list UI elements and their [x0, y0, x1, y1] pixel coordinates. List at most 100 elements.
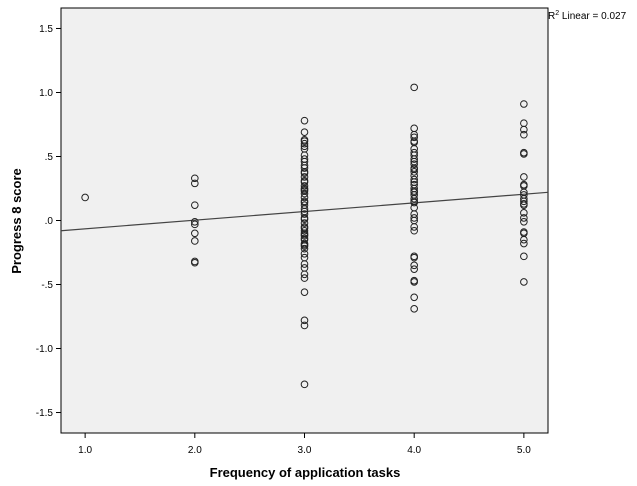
data-point [410, 160, 418, 168]
x-tick-label: 4.0 [407, 445, 421, 456]
data-point [300, 177, 309, 185]
data-point [520, 100, 528, 108]
data-point [300, 288, 309, 296]
data-point [410, 194, 418, 203]
data-point [520, 173, 528, 181]
y-tick-label: 1.0 [39, 88, 53, 99]
y-tick-label: -1.5 [36, 408, 54, 419]
x-axis-title: Frequency of application tasks [210, 465, 401, 480]
x-tick-label: 5.0 [517, 445, 531, 456]
data-point [300, 197, 309, 206]
data-point [410, 226, 418, 235]
x-tick-label: 3.0 [298, 445, 312, 456]
x-axis: 1.0 2.0 3.0 4.0 5.0 [78, 433, 531, 456]
linear-fit-line [60, 191, 549, 232]
data-point [410, 137, 418, 145]
data-point [300, 260, 309, 268]
data-point [410, 265, 418, 273]
data-point [410, 261, 418, 270]
data-point [410, 293, 418, 302]
data-point [300, 161, 309, 170]
data-point [410, 133, 418, 142]
data-point [410, 214, 418, 222]
data-point [300, 116, 309, 125]
data-point [191, 217, 199, 226]
y-tick-label: .5 [45, 152, 54, 163]
data-point [300, 193, 309, 202]
data-point [191, 179, 199, 188]
data-point [300, 137, 309, 145]
data-point [300, 185, 309, 194]
data-point [520, 278, 528, 286]
y-axis-title: Progress 8 score [9, 168, 24, 274]
data-point [410, 157, 418, 166]
data-point [191, 229, 199, 238]
data-point [300, 316, 309, 325]
data-point [300, 219, 309, 227]
data-point [410, 197, 418, 206]
data-point [300, 226, 309, 235]
data-point [81, 193, 89, 202]
data-point [300, 249, 309, 258]
data-point [520, 201, 528, 209]
data-point [520, 130, 528, 139]
y-tick-label: -.5 [41, 280, 53, 291]
data-point [300, 264, 309, 272]
data-point [191, 174, 199, 183]
data-point [300, 244, 309, 253]
data-point [520, 214, 528, 222]
data-point [520, 150, 528, 158]
data-point [300, 189, 309, 198]
x-tick-label: 1.0 [78, 445, 92, 456]
data-point [300, 207, 309, 216]
y-tick-label: 1.5 [39, 24, 53, 35]
data-point [520, 217, 528, 226]
data-point [520, 197, 528, 206]
data-point [520, 252, 528, 261]
data-point [191, 258, 199, 267]
data-point [300, 215, 309, 224]
data-point [410, 216, 418, 225]
data-point [300, 241, 309, 249]
data-point [410, 148, 418, 157]
data-point [520, 235, 528, 244]
r2-superscript: 2 [555, 10, 559, 17]
data-point [300, 128, 309, 136]
data-point [191, 201, 199, 209]
data-point [300, 321, 309, 330]
data-point [410, 168, 418, 176]
data-point [410, 253, 418, 262]
r2-label: R [548, 11, 555, 22]
data-point [410, 184, 418, 193]
y-tick-label: .0 [45, 216, 54, 227]
data-point [300, 230, 309, 239]
x-tick-label: 2.0 [188, 445, 202, 456]
data-point [520, 188, 528, 197]
scatter-points [81, 83, 528, 389]
data-point [410, 165, 418, 174]
data-point [520, 239, 528, 248]
data-point [191, 237, 199, 245]
data-point [300, 210, 309, 218]
r2-text: Linear = 0.027 [559, 11, 626, 22]
data-point [300, 205, 309, 213]
plot-area [60, 7, 549, 434]
data-point [300, 173, 309, 181]
data-point [520, 209, 528, 217]
data-point [410, 278, 418, 286]
data-point [300, 139, 309, 148]
y-tick-label: -1.0 [36, 344, 54, 355]
data-point [520, 125, 528, 134]
data-point [410, 83, 418, 92]
data-point [191, 220, 199, 229]
y-axis: 1.5 1.0 .5 .0 -.5 -1.0 -1.5 [36, 24, 61, 419]
data-point [300, 182, 309, 190]
data-point [300, 380, 309, 389]
data-point [410, 175, 418, 184]
data-point [300, 274, 309, 282]
data-point [300, 164, 309, 172]
r2-annotation: R2 Linear = 0.027 [548, 10, 627, 22]
data-point [410, 305, 418, 313]
data-point [300, 142, 309, 151]
